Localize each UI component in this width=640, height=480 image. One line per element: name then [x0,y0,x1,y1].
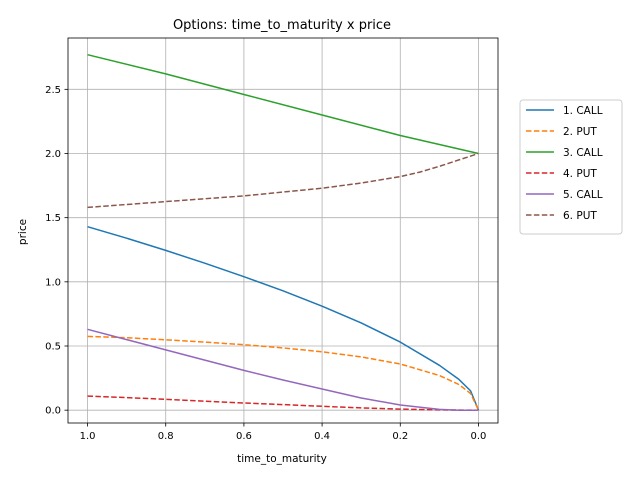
grid [68,38,498,423]
series-line-1 [87,225,480,411]
plot-frame [67,37,499,424]
y-tick-label: 1.5 [45,213,61,224]
x-tick-label: 1.0 [80,431,96,442]
legend-label-1: 1. CALL [563,105,603,117]
y-tick-label: 0.0 [45,406,61,417]
series-line-3 [87,53,479,155]
chart-title: Options: time_to_maturity x price [173,18,391,33]
x-tick-label: 0.4 [314,431,330,442]
x-tick-label: 0.2 [392,431,408,442]
series-line-5 [87,328,479,411]
series-line-2 [87,335,480,411]
legend-label-6: 6. PUT [563,210,597,222]
x-tick-label: 0.0 [471,431,487,442]
y-tick-label: 1.0 [45,277,61,288]
x-tick-label: 0.6 [236,431,252,442]
legend-box [519,99,623,235]
x-axis-label: time_to_maturity [237,453,327,465]
y-tick-label: 0.5 [45,342,61,353]
y-tick-label: 2.5 [45,85,61,96]
y-axis-label: price [17,219,29,245]
y-axis: 0.0 0.5 1.0 1.5 2.0 2.5 [45,85,68,417]
x-axis: 1.0 0.8 0.6 0.4 0.2 0.0 [80,423,487,442]
series-line-4 [87,395,479,411]
series-layer [87,53,480,411]
legend-label-5: 5. CALL [563,189,603,201]
series-line-6 [87,152,479,209]
legend: 1. CALL 2. PUT 3. CALL 4. PUT 5. CALL 6. PUT [519,99,623,235]
y-tick-label: 2.0 [45,149,61,160]
legend-label-2: 2. PUT [563,126,597,138]
legend-label-3: 3. CALL [563,147,603,159]
legend-label-4: 4. PUT [563,168,597,180]
x-tick-label: 0.8 [158,431,174,442]
